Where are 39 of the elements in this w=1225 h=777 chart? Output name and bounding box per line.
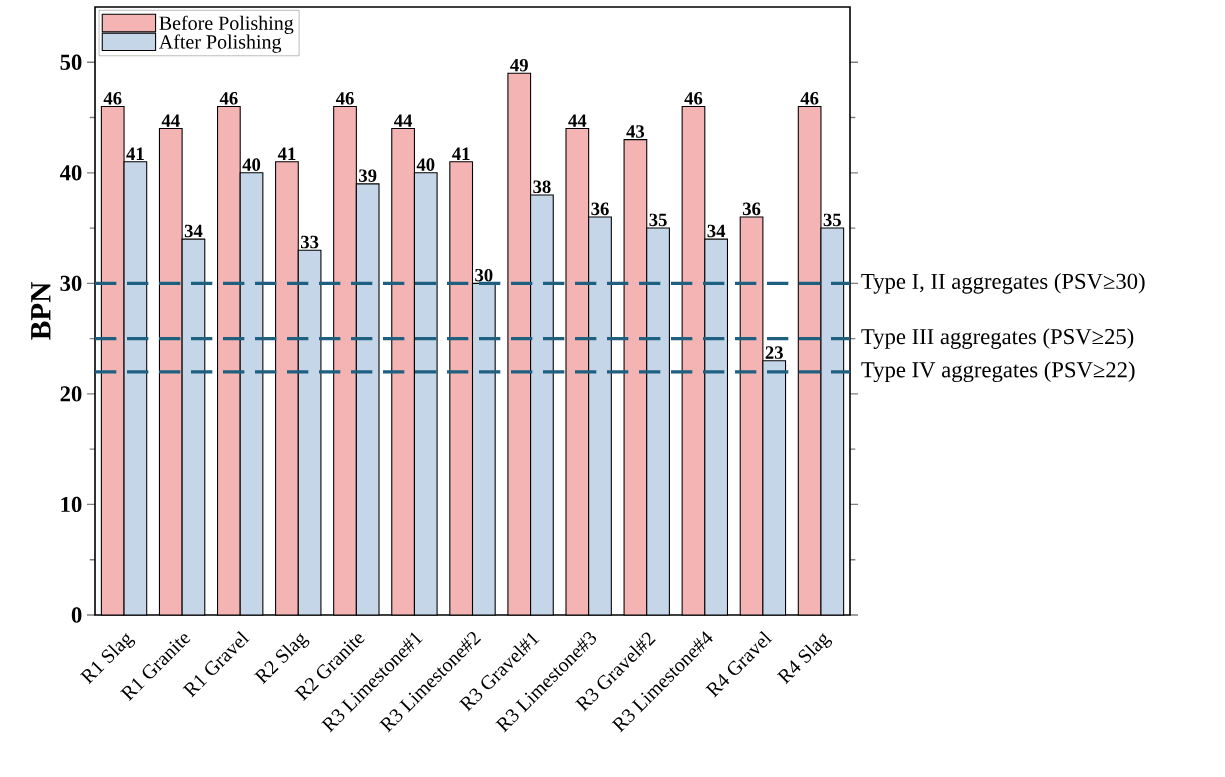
y-tick-label: 30 [60,275,82,292]
data-label: 38 [533,180,551,194]
data-label: 36 [591,202,609,216]
data-label: 43 [626,125,645,138]
ref-line-label: Type III aggregates (PSV≥25) [861,328,1134,349]
data-label: 33 [300,235,319,249]
data-label: 46 [800,92,819,105]
y-tick-label: 20 [60,386,82,402]
data-label: 46 [219,92,238,105]
data-label: 49 [510,58,528,72]
data-label: 44 [568,114,587,127]
data-label: 40 [416,158,435,171]
data-label: 35 [649,213,667,227]
data-label: 44 [161,114,180,127]
y-tick-label: 10 [61,496,82,513]
y-axis-title: BPN [31,282,51,340]
data-label: 41 [452,147,470,160]
y-tick-label: 40 [59,165,82,181]
data-label: 23 [765,346,783,359]
data-label: 46 [684,92,703,105]
data-label: 30 [475,268,493,282]
data-label: 39 [359,169,377,182]
y-tick-label: 0 [71,607,82,623]
ref-line-label: Type IV aggregates (PSV≥22) [861,361,1135,383]
data-label: 46 [335,92,354,105]
data-label: 35 [823,213,841,227]
data-label: 46 [103,92,122,105]
legend-label: After Polishing [158,34,282,53]
data-label: 34 [707,224,726,238]
x-tick-label: R4 Slag [776,633,833,685]
legend-label: Before Polishing [159,15,294,35]
data-label: 36 [742,202,761,216]
data-label: 44 [394,114,413,127]
data-label: 40 [242,158,261,171]
data-label: 41 [126,147,144,160]
data-label: 34 [184,224,203,238]
ref-line-label: Type I, II aggregates (PSV≥30) [861,273,1145,294]
data-label: 41 [277,147,296,160]
y-tick-label: 50 [60,54,82,70]
